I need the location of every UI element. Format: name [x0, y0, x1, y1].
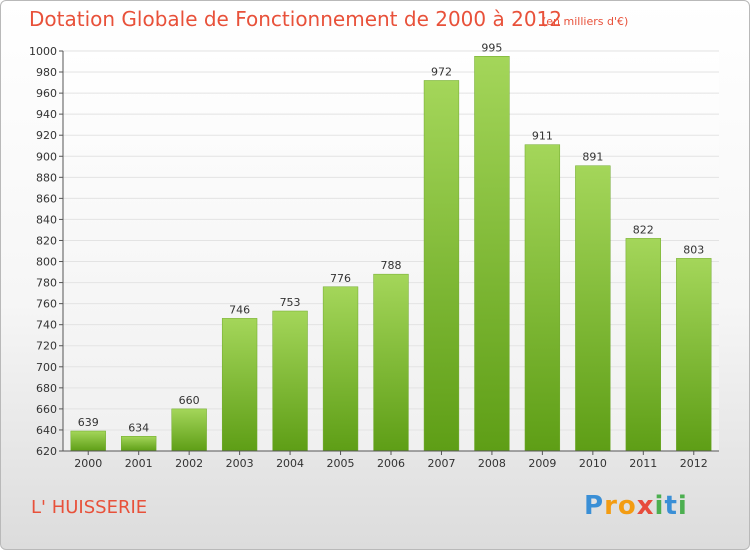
bar-value-label: 803	[683, 243, 704, 256]
y-tick-label: 920	[36, 129, 57, 142]
bar-value-label: 746	[229, 303, 250, 316]
x-tick-label: 2001	[125, 457, 153, 470]
y-tick-label: 840	[36, 213, 57, 226]
proxiti-logo: Proxiti	[584, 491, 688, 521]
logo-letter: i	[654, 491, 665, 521]
y-tick-label: 640	[36, 424, 57, 437]
bar-value-label: 995	[481, 41, 502, 54]
bar-2012	[676, 258, 712, 452]
y-tick-label: 1000	[29, 45, 57, 58]
x-tick-label: 2002	[175, 457, 203, 470]
bar-value-label: 753	[280, 296, 301, 309]
y-tick-label: 660	[36, 403, 57, 416]
y-tick-label: 700	[36, 361, 57, 374]
y-tick-label: 680	[36, 382, 57, 395]
bar-2011	[625, 238, 661, 452]
x-tick-label: 2010	[579, 457, 607, 470]
commune-name: L' HUISSERIE	[31, 497, 148, 518]
y-tick-label: 620	[36, 445, 57, 458]
x-tick-label: 2012	[680, 457, 708, 470]
y-tick-label: 900	[36, 150, 57, 163]
x-tick-label: 2011	[629, 457, 657, 470]
y-tick-label: 760	[36, 298, 57, 311]
y-tick-label: 940	[36, 108, 57, 121]
logo-letter: r	[604, 491, 618, 521]
bar-value-label: 639	[78, 416, 99, 429]
bar-2001	[121, 436, 157, 452]
x-tick-label: 2005	[327, 457, 355, 470]
y-tick-label: 740	[36, 319, 57, 332]
x-tick-label: 2003	[226, 457, 254, 470]
x-tick-label: 2004	[276, 457, 304, 470]
logo-letter: P	[584, 491, 605, 521]
logo-letter: i	[677, 491, 688, 521]
y-tick-label: 820	[36, 234, 57, 247]
chart-subtitle: (en milliers d'€)	[542, 15, 629, 28]
y-tick-label: 860	[36, 192, 57, 205]
bar-value-label: 788	[381, 259, 402, 272]
y-tick-label: 960	[36, 87, 57, 100]
logo-letter: t	[664, 491, 678, 521]
bar-2007	[423, 80, 460, 452]
bar-value-label: 822	[633, 223, 654, 236]
y-tick-label: 720	[36, 340, 57, 353]
y-tick-label: 980	[36, 66, 57, 79]
bar-2006	[373, 273, 409, 452]
y-tick-label: 880	[36, 171, 57, 184]
bar-2009	[524, 144, 561, 452]
bar-2003	[221, 318, 258, 452]
x-tick-label: 2009	[528, 457, 556, 470]
y-tick-label: 800	[36, 256, 57, 269]
bar-value-label: 891	[582, 151, 603, 164]
x-tick-label: 2007	[427, 457, 455, 470]
bar-2010	[575, 165, 611, 452]
bar-2004	[272, 310, 308, 452]
bar-2008	[474, 56, 510, 452]
logo-letter: x	[636, 491, 655, 521]
chart-title: Dotation Globale de Fonctionnement de 20…	[29, 7, 562, 31]
bar-value-label: 776	[330, 272, 351, 285]
bar-value-label: 911	[532, 130, 553, 143]
logo-letter: o	[617, 491, 637, 521]
bar-2000	[70, 430, 106, 452]
bar-2002	[171, 408, 207, 452]
bar-value-label: 972	[431, 65, 452, 78]
bar-2005	[322, 286, 359, 452]
y-tick-label: 780	[36, 277, 57, 290]
bar-value-label: 660	[179, 394, 200, 407]
x-tick-label: 2008	[478, 457, 506, 470]
bar-value-label: 634	[128, 421, 149, 434]
x-tick-label: 2000	[74, 457, 102, 470]
x-tick-label: 2006	[377, 457, 405, 470]
